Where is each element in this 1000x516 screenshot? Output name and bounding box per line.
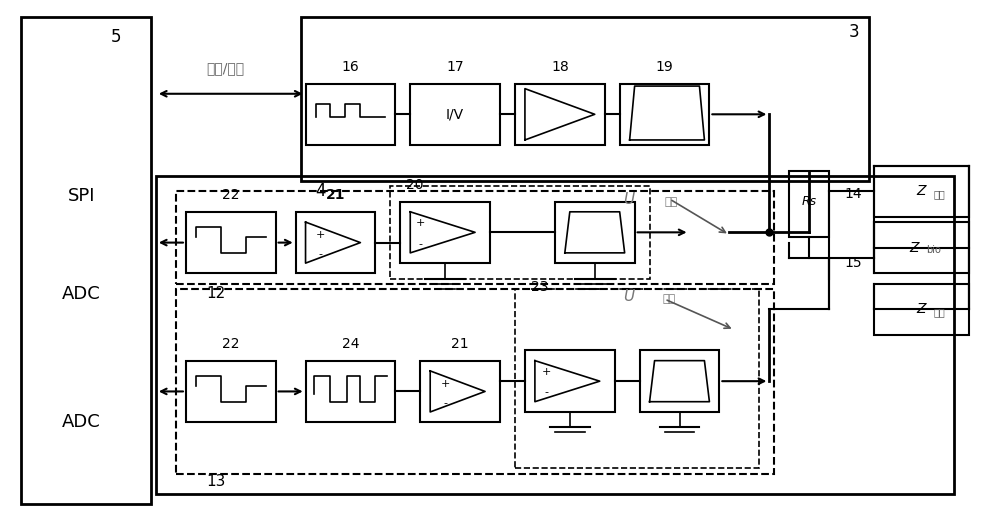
Text: 12: 12 xyxy=(206,286,225,301)
Text: 21: 21 xyxy=(451,337,469,351)
Text: 5: 5 xyxy=(111,28,121,46)
Text: 数据/设置: 数据/设置 xyxy=(207,61,245,75)
Text: -: - xyxy=(443,398,447,408)
Text: 18: 18 xyxy=(551,60,569,74)
Text: +: + xyxy=(316,230,325,240)
Text: 3: 3 xyxy=(849,23,859,41)
Text: Rs: Rs xyxy=(802,195,817,208)
Text: Z: Z xyxy=(909,241,919,255)
Text: +: + xyxy=(542,367,552,377)
Text: 电极: 电极 xyxy=(934,307,946,317)
Text: 17: 17 xyxy=(446,60,464,74)
Text: ADC: ADC xyxy=(62,413,101,431)
Text: 22: 22 xyxy=(222,337,239,351)
Text: 23: 23 xyxy=(531,280,549,294)
Text: Z: Z xyxy=(916,302,926,316)
Text: -: - xyxy=(545,388,549,397)
Text: 响应: 响应 xyxy=(663,294,676,304)
Text: $U$: $U$ xyxy=(623,191,636,207)
Text: 22: 22 xyxy=(222,188,239,202)
Text: -: - xyxy=(318,249,322,259)
Text: $U$: $U$ xyxy=(623,288,636,304)
Text: bio: bio xyxy=(926,245,941,255)
Text: SPI: SPI xyxy=(67,187,95,205)
Text: +: + xyxy=(416,218,425,228)
Text: 15: 15 xyxy=(844,256,862,270)
Text: 电极: 电极 xyxy=(934,189,946,199)
Text: -: - xyxy=(418,238,422,249)
Text: 激励: 激励 xyxy=(665,197,678,206)
Text: 14: 14 xyxy=(844,187,862,201)
Text: 19: 19 xyxy=(656,60,673,74)
Text: 21: 21 xyxy=(326,188,345,202)
Text: 20: 20 xyxy=(406,178,424,192)
Text: 24: 24 xyxy=(342,337,359,351)
Text: ADC: ADC xyxy=(62,285,101,303)
Text: 4: 4 xyxy=(315,182,326,200)
Text: I/V: I/V xyxy=(446,107,464,121)
Text: 13: 13 xyxy=(206,474,225,489)
Text: Z: Z xyxy=(916,184,926,198)
Text: 16: 16 xyxy=(342,60,359,74)
Text: +: + xyxy=(440,379,450,389)
